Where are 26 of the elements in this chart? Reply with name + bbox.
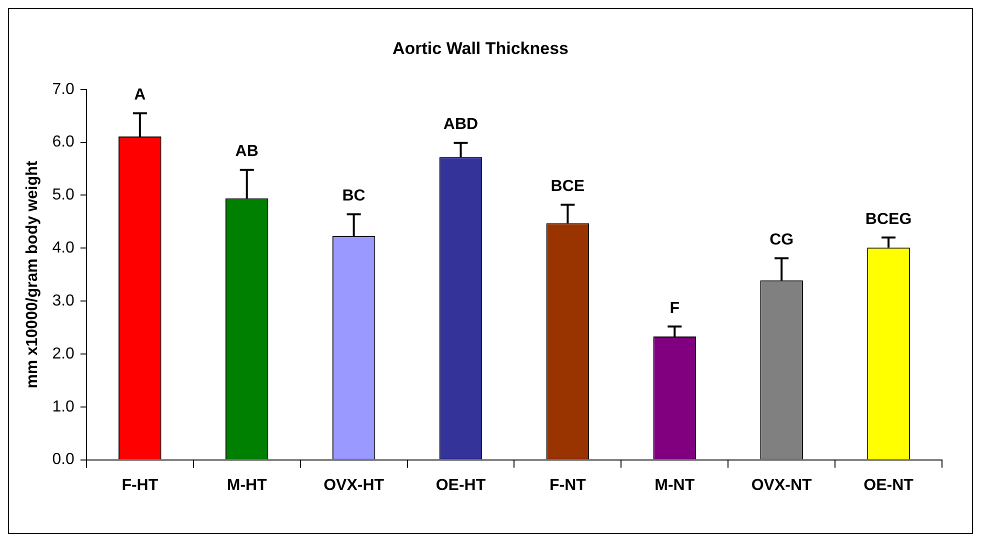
annotation: A [134,86,146,104]
x-tick-label: OVX-HT [324,476,384,494]
annotation: ABD [443,116,478,134]
x-tick-label: OE-NT [864,476,914,494]
y-tick-label: 7.0 [52,80,75,98]
annotation: BC [342,188,366,205]
annotation: F [670,300,680,317]
y-tick-label: 4.0 [52,240,75,257]
y-tick-label: 6.0 [52,134,75,151]
annotation: BCE [550,178,585,196]
y-tick-label: 3.0 [52,292,75,310]
x-tick-label: M-HT [226,476,268,494]
x-tick-label: OE-HT [436,476,486,494]
y-tick-label: 0.0 [52,451,75,468]
annotation: CG [770,232,794,249]
y-tick-label: 2.0 [52,345,75,362]
x-tick-label: M-NT [654,476,695,494]
annotation: BCEG [865,210,912,228]
y-tick-label: 1.0 [52,398,75,416]
chart-title: Aortic Wall Thickness [392,38,569,58]
x-tick-label: OVX-NT [751,476,812,494]
y-axis-title: mm x10000/gram body weight [24,160,42,388]
annotation: AB [235,143,258,160]
x-tick-label: F-NT [549,476,586,494]
y-tick-label: 5.0 [52,186,75,204]
x-tick-label: F-HT [122,476,158,494]
